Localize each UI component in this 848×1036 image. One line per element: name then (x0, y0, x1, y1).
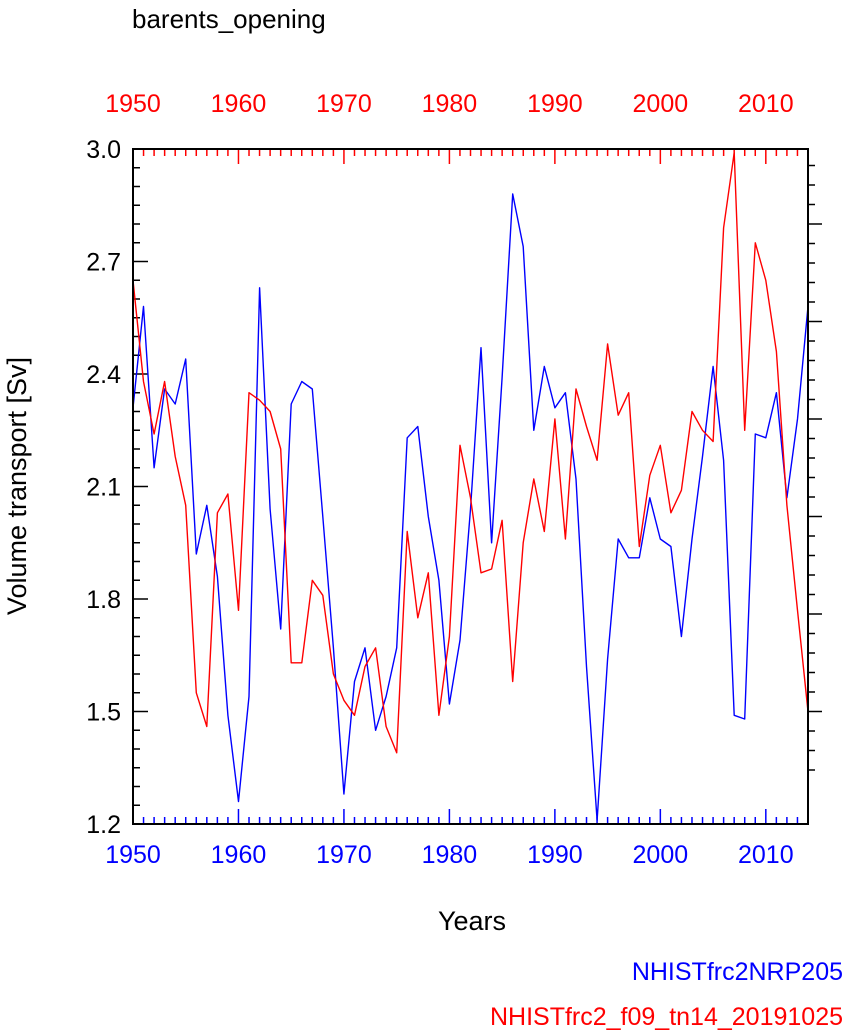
legend-series-1: NHISTfrc2NRP205 (632, 958, 843, 986)
left-axis: 1.2 1.5 1.8 2.1 2.4 2.7 3.0 (86, 136, 148, 839)
x-tick-label: 2010 (738, 841, 794, 869)
x-axis-label: Years (438, 906, 506, 936)
x-tick-label: 1970 (316, 841, 372, 869)
x-tick-label: 2000 (633, 841, 689, 869)
series-group (132, 151, 809, 821)
y-tick-label: 1.8 (86, 586, 121, 614)
top-tick-label: 1960 (211, 90, 267, 118)
x-tick-label: 1990 (527, 841, 583, 869)
top-tick-label: 1970 (316, 90, 372, 118)
top-tick-label: 1950 (105, 90, 161, 118)
series-line-1 (132, 193, 809, 821)
top-tick-label: 1980 (422, 90, 478, 118)
x-tick-label: 1980 (422, 841, 478, 869)
legend-series-2: NHISTfrc2_f09_tn14_20191025 (490, 1003, 843, 1031)
x-tick-label: 1960 (211, 841, 267, 869)
plot-frame (132, 148, 809, 825)
y-axis-label: Volume transport [Sv] (2, 357, 32, 615)
top-tick-label: 1990 (527, 90, 583, 118)
bottom-axis: 1950 1960 1970 1980 1990 2000 2010 (105, 809, 809, 869)
y-tick-label: 2.1 (86, 474, 121, 502)
top-tick-label: 2000 (633, 90, 689, 118)
y-tick-label: 2.7 (86, 249, 121, 277)
x-tick-label: 1950 (105, 841, 161, 869)
y-tick-label: 1.2 (86, 811, 121, 839)
series-line-2 (132, 151, 809, 754)
y-tick-label: 3.0 (86, 136, 121, 164)
right-axis (808, 164, 822, 771)
top-axis: 1950 1960 1970 1980 1990 2000 2010 (105, 90, 809, 164)
y-tick-label: 1.5 (86, 699, 121, 727)
y-tick-label: 2.4 (86, 361, 121, 389)
chart-title: barents_opening (132, 4, 326, 34)
top-tick-label: 2010 (738, 90, 794, 118)
